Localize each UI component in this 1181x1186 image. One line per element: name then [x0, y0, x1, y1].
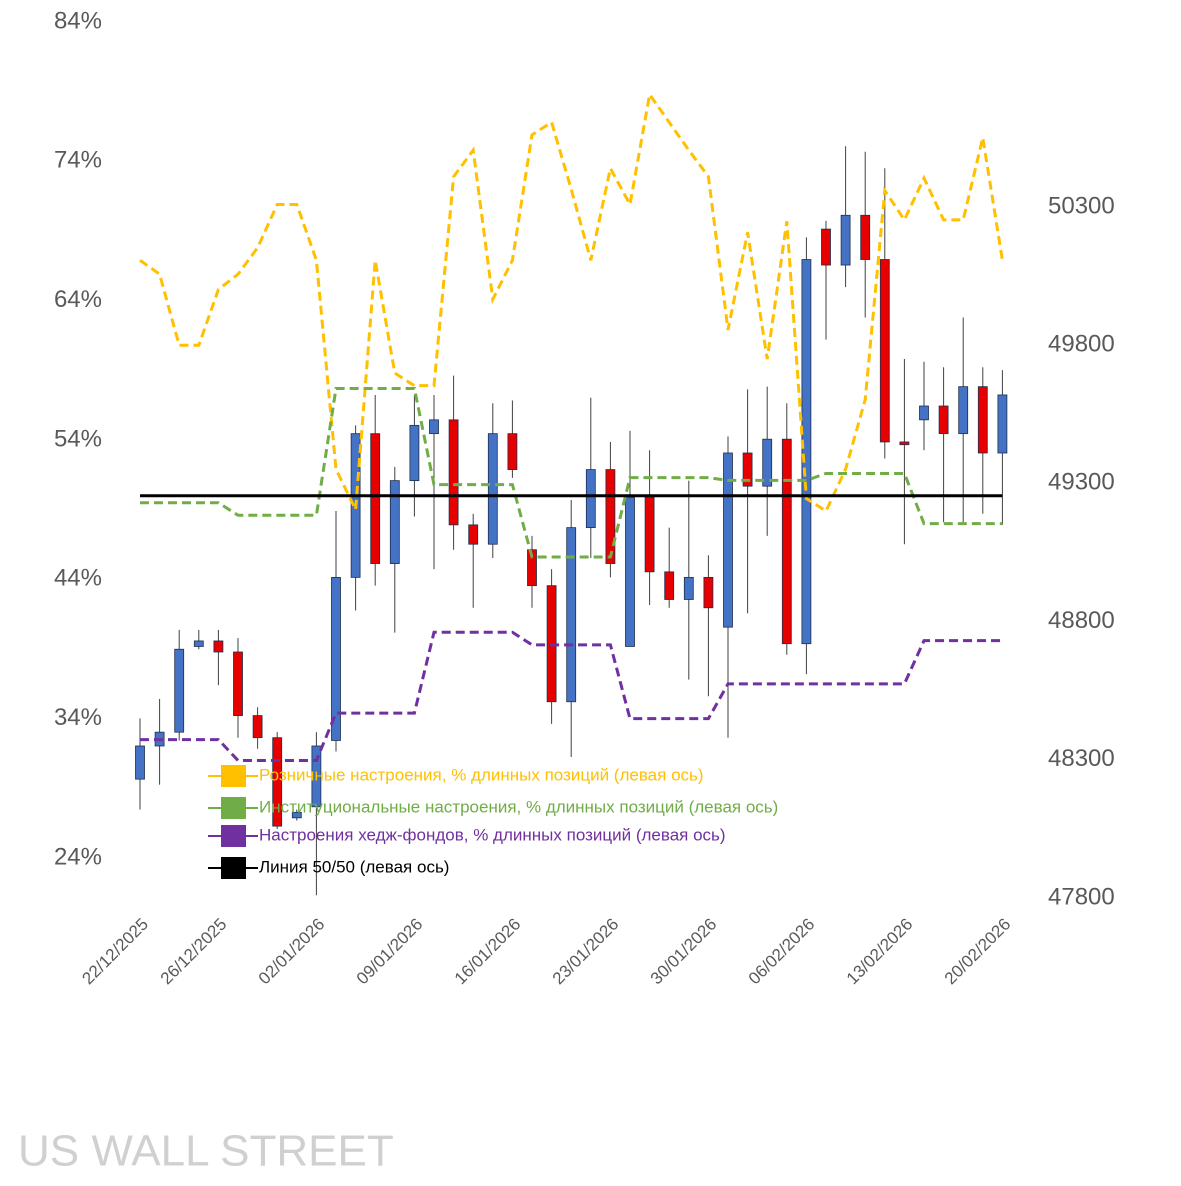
candle-body — [135, 745, 145, 780]
x-tick-label: 26/12/2025 — [157, 915, 231, 989]
candle-body — [370, 433, 381, 564]
y2-tick-label: 50300 — [1048, 192, 1115, 219]
y2-tick-label: 49800 — [1048, 331, 1115, 358]
candle-body — [213, 640, 224, 653]
y2-tick-label: 49300 — [1048, 469, 1115, 496]
legend-swatch — [221, 765, 246, 787]
y2-tick-label: 47800 — [1048, 883, 1115, 910]
candle-body — [233, 651, 243, 716]
candle-body — [468, 524, 479, 545]
candle-body — [566, 527, 577, 703]
candle-body — [723, 452, 733, 628]
candle-body — [605, 469, 616, 564]
y-tick-label: 54% — [54, 425, 102, 452]
series-line — [139, 90, 1004, 516]
series-line — [140, 630, 1003, 762]
candle-body — [821, 228, 831, 266]
candle-body — [527, 549, 537, 587]
y-tick-label: 44% — [54, 565, 102, 592]
y2-tick-label: 48800 — [1048, 607, 1115, 634]
x-tick-label: 09/01/2026 — [353, 915, 427, 989]
y-tick-label: 74% — [54, 147, 102, 174]
y-tick-label: 64% — [54, 286, 102, 313]
candle-body — [252, 715, 263, 739]
candle-body — [899, 441, 910, 446]
candle-body — [801, 259, 812, 645]
candle-body — [291, 811, 302, 819]
candle-body — [331, 576, 341, 741]
x-tick-label: 20/02/2026 — [941, 915, 1015, 989]
candle-body — [487, 433, 498, 545]
candle-body — [193, 640, 204, 647]
candle-body — [683, 576, 694, 600]
x-tick-label: 16/01/2026 — [451, 915, 525, 989]
candle-body — [174, 648, 185, 733]
y-tick-label: 34% — [54, 704, 102, 731]
legend-label: Настроения хедж-фондов, % длинных позици… — [259, 825, 726, 844]
candle-body — [703, 576, 714, 609]
candle-body — [272, 737, 283, 827]
legend-label: Линия 50/50 (левая ось) — [259, 857, 449, 876]
candle-body — [860, 214, 871, 260]
candle-body — [919, 405, 929, 421]
candle-body — [585, 469, 596, 529]
candle-body — [625, 496, 635, 647]
y-tick-label: 24% — [54, 843, 102, 870]
candle-body — [781, 438, 792, 645]
candle-body — [644, 496, 655, 573]
x-tick-label: 30/01/2026 — [647, 915, 721, 989]
candle-body — [664, 571, 675, 600]
x-tick-label: 06/02/2026 — [745, 915, 819, 989]
legend-label: Розничные настроения, % длинных позиций … — [259, 765, 704, 784]
legend-swatch — [221, 797, 246, 819]
candle-body — [429, 419, 439, 435]
candle-body — [997, 394, 1008, 454]
candle-body — [762, 438, 773, 487]
x-tick-label: 13/02/2026 — [843, 915, 917, 989]
candle-body — [389, 480, 400, 564]
candle-body — [409, 424, 420, 482]
legend-swatch — [221, 857, 246, 879]
candle-body — [958, 386, 969, 435]
candle-body — [977, 386, 988, 454]
candle-body — [311, 745, 322, 808]
series-line — [140, 386, 1003, 559]
legend-label: Институциональные настроения, % длинных … — [259, 797, 778, 816]
x-tick-label: 23/01/2026 — [549, 915, 623, 989]
legend-swatch — [221, 825, 246, 847]
candle-body — [879, 259, 890, 443]
watermark: US WALL STREET — [18, 1127, 394, 1176]
candle-body — [840, 214, 851, 266]
x-tick-label: 22/12/2025 — [78, 915, 152, 989]
candle-body — [448, 419, 459, 526]
candle-body — [742, 452, 753, 487]
candle-body — [507, 433, 518, 470]
y2-tick-label: 48300 — [1048, 745, 1115, 772]
candle-body — [938, 405, 949, 435]
y-tick-label: 84% — [54, 7, 102, 34]
x-tick-label: 02/01/2026 — [255, 915, 329, 989]
